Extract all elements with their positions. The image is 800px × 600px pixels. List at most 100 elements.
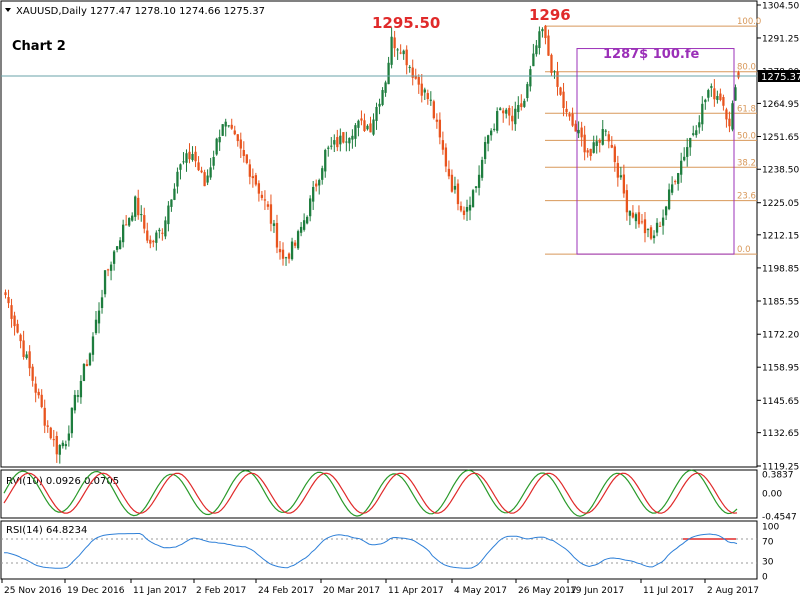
candle-body [644,219,646,233]
candle-body [336,137,338,147]
candle-body [348,138,350,143]
candle-body [677,173,679,184]
candle-body [442,140,444,150]
candle-body [209,167,211,177]
candle-body [629,211,631,216]
candle-body [47,425,49,426]
candle-body [626,190,628,212]
candle-body [258,183,260,193]
candle-body [342,132,344,142]
date-tick-label: 20 Mar 2017 [323,586,380,596]
candle-body [526,84,528,98]
candle-body [577,130,579,133]
candle-body [668,189,670,209]
candle-body [716,96,718,100]
date-tick-label: 26 May 2017 [518,586,577,596]
candle-body [584,135,586,153]
candle-body [400,53,402,54]
rsi-tick-label: 0 [762,573,768,583]
rsi-tick-label: 70 [762,538,774,548]
price-tick-label: 1304.50 [762,2,799,12]
target-label: 1287$ 100.fe [603,47,699,62]
candle-body [538,31,540,48]
candle-body [137,198,139,215]
candle-body [146,231,148,241]
candle-body [421,84,423,96]
candle-body [517,105,519,112]
candle-body [222,124,224,136]
candle-body [240,140,242,149]
candle-body [580,128,582,138]
rsi-panel-frame [1,521,757,579]
candle-body [300,227,302,233]
candle-body [611,145,613,148]
candle-body [387,63,389,84]
candle-body [65,444,67,446]
peak-label-1: 1295.50 [372,14,440,32]
rsi-title: RSI(14) 64.8234 [6,525,87,536]
candle-body [303,220,305,230]
candle-body [80,381,82,397]
fib-label: 23.6 [737,192,756,202]
candle-body [4,292,6,295]
candle-body [514,109,516,124]
candle-body [273,223,275,226]
candle-body [463,211,465,215]
candle-body [529,69,531,86]
candle-body [246,154,248,163]
candle-body [568,114,570,116]
candle-body [439,120,441,138]
candle-body [315,184,317,187]
price-tick-label: 1264.95 [762,100,799,110]
candle-body [713,88,715,99]
candle-body [608,134,610,141]
candle-body [74,395,76,410]
candle-body [671,184,673,192]
dropdown-icon[interactable] [5,8,11,12]
candle-body [86,364,88,366]
candle-body [164,220,166,236]
candle-body [276,223,278,248]
candle-body [321,168,323,180]
candle-body [119,240,121,249]
candle-body [369,123,371,132]
candle-body [25,354,27,358]
candle-body [593,142,595,153]
price-tick-label: 1158.95 [762,364,799,374]
candle-body [101,297,103,308]
candle-body [409,67,411,68]
candle-body [448,169,450,176]
date-tick-label: 19 Jun 2017 [570,586,624,596]
candle-body [158,230,160,231]
candle-body [333,140,335,144]
candle-body [396,49,398,50]
candle-body [182,161,184,162]
candle-body [635,214,637,221]
candle-body [532,54,534,67]
price-tick-label: 1172.20 [762,331,799,341]
candle-body [493,129,495,130]
candle-body [565,109,567,112]
candle-body [737,72,739,77]
price-tick-label: 1251.65 [762,133,799,143]
candle-body [200,171,202,173]
date-tick-label: 11 Jan 2017 [133,586,187,596]
candle-body [490,131,492,136]
candle-body [243,150,245,156]
price-tick-label: 1132.65 [762,429,799,439]
price-tick-label: 1225.05 [762,199,799,209]
candle-body [481,160,483,178]
candle-body [116,246,118,250]
candle-body [327,148,329,149]
candle-body [731,103,733,129]
candle-body [297,231,299,248]
candle-body [312,187,314,202]
candle-body [728,119,730,127]
candle-body [354,125,356,139]
candle-body [161,233,163,234]
candle-body [466,207,468,212]
candle-body [225,122,227,127]
candle-body [62,443,64,446]
candle-body [632,213,634,218]
candle-body [704,100,706,102]
